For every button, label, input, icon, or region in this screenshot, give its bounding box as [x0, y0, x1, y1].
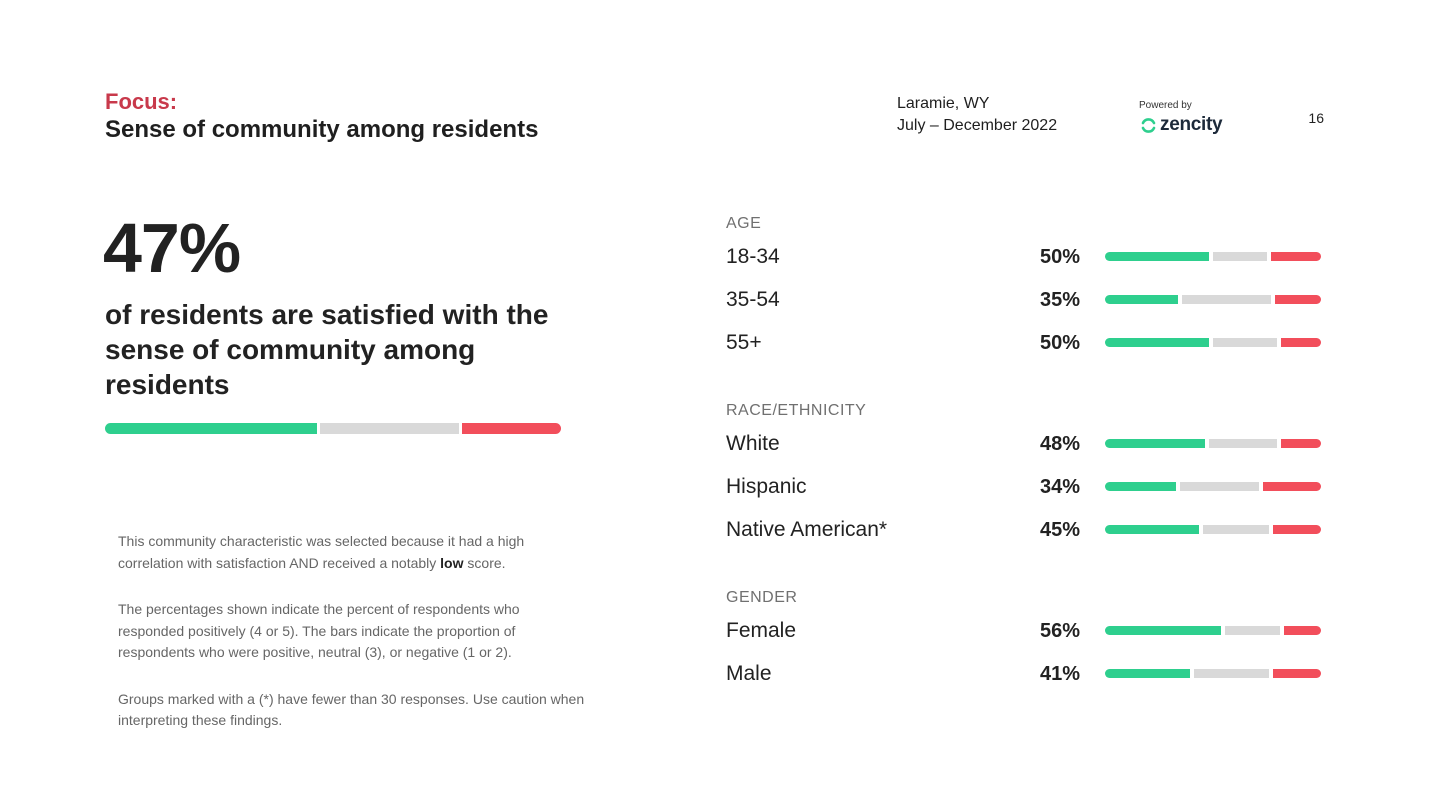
- row-value-hispanic: 34%: [1039, 476, 1080, 498]
- location-text: Laramie, WY: [897, 95, 990, 112]
- group-title-gender: GENDER: [726, 589, 798, 606]
- 55-positive-segment: [1105, 338, 1209, 347]
- row-bar-55: [1105, 338, 1321, 347]
- hispanic-negative-segment: [1262, 482, 1321, 491]
- group-title-race-ethnicity: RACE/ETHNICITY: [726, 402, 867, 419]
- overall-negative-segment: [462, 423, 561, 434]
- row-label-female: Female: [726, 619, 797, 642]
- 18-34-positive-segment: [1105, 252, 1209, 261]
- female-neutral-segment: [1225, 626, 1280, 635]
- row-value-female: 56%: [1039, 620, 1080, 642]
- headline-description: of residents are satisfied with the sens…: [105, 299, 549, 400]
- zencity-logo: zencity: [1140, 113, 1223, 137]
- 35-54-negative-segment: [1275, 295, 1321, 304]
- row-bar-18-34: [1105, 252, 1321, 261]
- row-label-55: 55+: [726, 331, 762, 354]
- row-label-white: White: [726, 432, 780, 455]
- 35-54-positive-segment: [1105, 295, 1178, 304]
- row-bar-male: [1105, 669, 1321, 678]
- group-title-age: AGE: [726, 215, 762, 232]
- row-value-18-34: 50%: [1039, 246, 1080, 268]
- row-label-18-34: 18-34: [726, 245, 780, 268]
- focus-label: Focus:: [105, 89, 178, 114]
- row-value-55: 50%: [1039, 332, 1080, 354]
- white-negative-segment: [1281, 439, 1321, 448]
- female-negative-segment: [1283, 626, 1321, 635]
- row-bar-female: [1105, 626, 1321, 635]
- note-percentages: The percentages shown indicate the perce…: [118, 601, 520, 660]
- note-selection-reason: This community characteristic was select…: [118, 533, 525, 571]
- row-bar-hispanic: [1105, 482, 1321, 491]
- note-emphasis: low: [440, 554, 464, 571]
- zencity-logo-icon: [1141, 117, 1156, 133]
- overall-positive-segment: [105, 423, 317, 434]
- row-value-35-54: 35%: [1039, 289, 1080, 311]
- hispanic-positive-segment: [1105, 482, 1176, 491]
- zencity-logo-text: zencity: [1160, 114, 1223, 135]
- row-value-native-american: 45%: [1039, 519, 1080, 541]
- male-negative-segment: [1273, 669, 1321, 678]
- powered-by-text: Powered by: [1139, 100, 1192, 111]
- male-neutral-segment: [1194, 669, 1270, 678]
- 18-34-neutral-segment: [1213, 252, 1268, 261]
- row-bar-white: [1105, 439, 1321, 448]
- female-positive-segment: [1105, 626, 1222, 635]
- headline-percentage: 47%: [103, 209, 241, 287]
- page-number: 16: [1308, 110, 1324, 126]
- row-bar-native-american: [1105, 525, 1321, 534]
- overall-neutral-segment: [319, 423, 459, 434]
- 18-34-negative-segment: [1271, 252, 1321, 261]
- 55-neutral-segment: [1213, 338, 1278, 347]
- row-label-hispanic: Hispanic: [726, 475, 807, 498]
- overall-sentiment-bar: [105, 423, 561, 434]
- note-small-groups: Groups marked with a (*) have fewer than…: [118, 690, 585, 729]
- row-label-35-54: 35-54: [726, 288, 780, 311]
- row-value-white: 48%: [1039, 433, 1080, 455]
- white-neutral-segment: [1208, 439, 1278, 448]
- male-positive-segment: [1105, 669, 1191, 678]
- row-bar-35-54: [1105, 295, 1321, 304]
- period-text: July – December 2022: [897, 117, 1058, 134]
- native-american-neutral-segment: [1202, 525, 1270, 534]
- native-american-negative-segment: [1273, 525, 1321, 534]
- row-label-native-american: Native American*: [726, 518, 888, 541]
- 55-negative-segment: [1281, 338, 1321, 347]
- white-positive-segment: [1105, 439, 1205, 448]
- 35-54-neutral-segment: [1181, 295, 1272, 304]
- page-title: Sense of community among residents: [105, 116, 539, 143]
- hispanic-neutral-segment: [1179, 482, 1259, 491]
- notes-section: This community characteristic was select…: [118, 531, 588, 757]
- row-value-male: 41%: [1039, 663, 1080, 685]
- row-label-male: Male: [726, 662, 772, 685]
- native-american-positive-segment: [1105, 525, 1199, 534]
